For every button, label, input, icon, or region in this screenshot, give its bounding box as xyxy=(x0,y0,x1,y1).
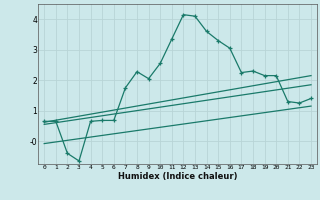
X-axis label: Humidex (Indice chaleur): Humidex (Indice chaleur) xyxy=(118,172,237,181)
